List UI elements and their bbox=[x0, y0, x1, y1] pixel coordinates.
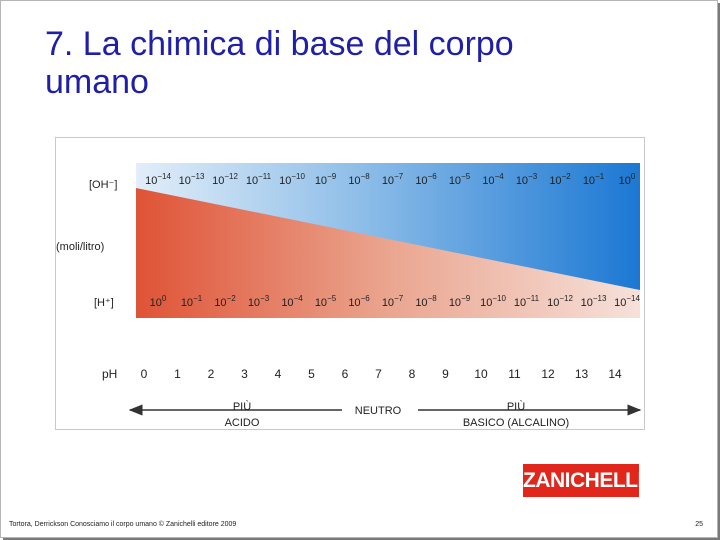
h-value: 10−12 bbox=[547, 294, 573, 309]
oh-value: 100 bbox=[619, 172, 636, 187]
basic-label-line1: PIÙ bbox=[507, 400, 525, 413]
oh-value: 10−1 bbox=[583, 172, 605, 187]
oh-value: 10−2 bbox=[549, 172, 571, 187]
ph-value: 5 bbox=[308, 367, 315, 381]
ph-values-row: 0 1 2 3 4 5 6 7 8 9 10 11 12 13 14 bbox=[141, 367, 622, 381]
oh-value: 10−9 bbox=[315, 172, 337, 187]
acid-label-line1: PIÙ bbox=[233, 400, 251, 413]
units-label: (moli/litro) bbox=[56, 241, 104, 253]
oh-label: [OH⁻] bbox=[89, 179, 117, 191]
ph-value: 10 bbox=[474, 367, 488, 381]
ph-scale-diagram: [OH⁻] (moli/litro) [H⁺] pH 10−14 10−13 10−… bbox=[56, 163, 642, 429]
oh-value: 10−3 bbox=[516, 172, 538, 187]
oh-value: 10−6 bbox=[415, 172, 437, 187]
ph-value: 6 bbox=[342, 367, 349, 381]
ph-scale-figure: [OH⁻] (moli/litro) [H⁺] pH 10−14 10−13 10−… bbox=[55, 137, 645, 430]
oh-value: 10−10 bbox=[279, 172, 305, 187]
ph-value: 3 bbox=[241, 367, 248, 381]
title-line-2: umano bbox=[45, 63, 149, 101]
h-value: 10−3 bbox=[248, 294, 270, 309]
ph-value: 2 bbox=[208, 367, 215, 381]
h-value: 10−10 bbox=[480, 294, 506, 309]
page-number: 25 bbox=[695, 521, 703, 528]
oh-value: 10−5 bbox=[449, 172, 471, 187]
ph-value: 12 bbox=[541, 367, 555, 381]
oh-value: 10−4 bbox=[482, 172, 504, 187]
oh-value: 10−8 bbox=[348, 172, 370, 187]
h-value: 10−9 bbox=[449, 294, 471, 309]
ph-value: 4 bbox=[275, 367, 282, 381]
oh-value: 10−14 bbox=[145, 172, 171, 187]
h-concentration-region bbox=[136, 188, 640, 318]
h-value: 10−14 bbox=[614, 294, 640, 309]
oh-values-row: 10−14 10−13 10−12 10−11 10−10 10−9 10−8 10−7 10−… bbox=[145, 172, 636, 187]
oh-value: 10−7 bbox=[382, 172, 404, 187]
oh-value: 10−11 bbox=[246, 172, 272, 187]
h-value: 100 bbox=[150, 294, 167, 309]
title-line-1: 7. La chimica di base del corpo bbox=[45, 25, 514, 63]
oh-value: 10−13 bbox=[179, 172, 205, 187]
ph-label: pH bbox=[102, 367, 117, 381]
footer-credit: Tortora, Derrickson Conosciamo il corpo … bbox=[9, 521, 237, 528]
h-value: 10−7 bbox=[382, 294, 404, 309]
oh-value: 10−12 bbox=[212, 172, 238, 187]
h-value: 10−2 bbox=[214, 294, 236, 309]
ph-value: 8 bbox=[409, 367, 416, 381]
acid-label-line2: ACIDO bbox=[225, 417, 260, 429]
ph-value: 11 bbox=[508, 367, 521, 381]
ph-value: 7 bbox=[375, 367, 382, 381]
neutral-label: NEUTRO bbox=[355, 405, 402, 417]
zanichelli-logo: ZANICHELLI bbox=[523, 464, 643, 497]
ph-value: 13 bbox=[575, 367, 589, 381]
h-label: [H⁺] bbox=[94, 297, 114, 309]
h-values-row: 100 10−1 10−2 10−3 10−4 10−5 10−6 10−7 10−8 10−9 1… bbox=[150, 294, 641, 309]
slide-title: 7. La chimica di base del corpo umano bbox=[45, 25, 685, 101]
h-value: 10−5 bbox=[315, 294, 337, 309]
h-value: 10−4 bbox=[281, 294, 303, 309]
h-value: 10−1 bbox=[181, 294, 203, 309]
ph-value: 1 bbox=[174, 367, 181, 381]
basic-label-line2: BASICO (ALCALINO) bbox=[463, 417, 569, 429]
h-value: 10−13 bbox=[581, 294, 607, 309]
ph-value: 14 bbox=[608, 367, 622, 381]
ph-value: 0 bbox=[141, 367, 148, 381]
ph-value: 9 bbox=[442, 367, 449, 381]
h-value: 10−8 bbox=[415, 294, 437, 309]
h-value: 10−11 bbox=[514, 294, 540, 309]
h-value: 10−6 bbox=[348, 294, 370, 309]
